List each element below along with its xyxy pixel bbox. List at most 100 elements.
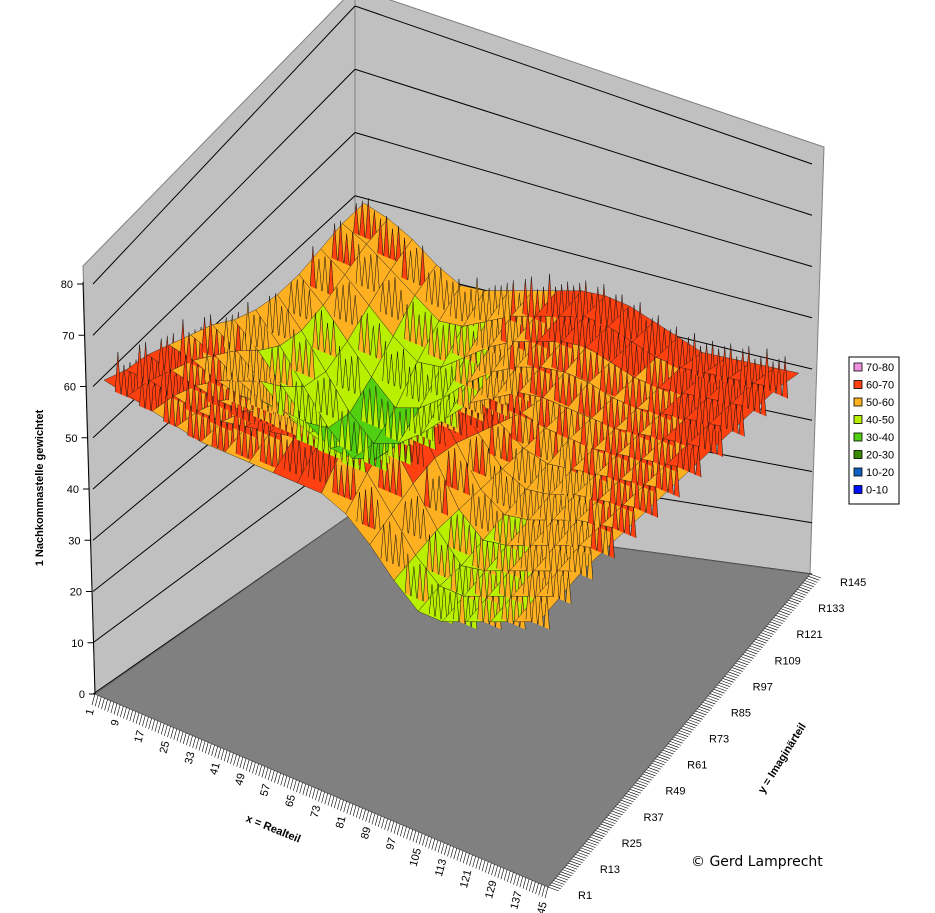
- y-tick-label: R133: [818, 603, 844, 615]
- y-tick-mark: [737, 660, 749, 666]
- surface-spike: [605, 363, 612, 396]
- x-tick-mark: [384, 818, 388, 830]
- y-tick-mark: [624, 795, 636, 800]
- surface-spike: [179, 319, 186, 362]
- surface-spike: [625, 307, 632, 340]
- y-axis-title: y = Imaginärteil: [756, 721, 809, 796]
- x-tick-mark: [406, 827, 410, 840]
- x-tick-mark: [280, 774, 285, 786]
- wall-gridline-left: [92, 132, 356, 387]
- y-tick-mark: [722, 678, 734, 683]
- surface-spike: [293, 381, 300, 419]
- x-tick-mark: [101, 697, 105, 710]
- surface-spike: [424, 465, 430, 508]
- legend-swatch: [853, 432, 863, 442]
- surface-spike: [324, 322, 331, 355]
- wall-gridline-left: [92, 68, 356, 336]
- surface-spike: [406, 366, 413, 399]
- y-tick-mark: [691, 715, 703, 720]
- x-tick-mark: [157, 722, 162, 734]
- surface-spike: [398, 290, 404, 323]
- x-tick-mark: [173, 728, 178, 740]
- surface-spike: [386, 521, 393, 564]
- x-tick-mark: [164, 724, 168, 736]
- x-tick-label: 129: [483, 879, 499, 900]
- surface-spike: [367, 254, 374, 292]
- surface-spike: [576, 282, 583, 321]
- x-tick-mark: [261, 766, 266, 778]
- x-tick-mark: [532, 881, 536, 893]
- y-tick-label: R61: [687, 760, 707, 772]
- surface-spike: [475, 496, 482, 529]
- y-tick-mark: [657, 756, 669, 761]
- y-tick-mark: [631, 786, 643, 792]
- x-tick-mark: [283, 775, 288, 787]
- x-tick-label: 33: [183, 751, 198, 766]
- surface-spike: [334, 287, 341, 320]
- surface-spike: [192, 329, 198, 367]
- surface-spike: [320, 377, 327, 415]
- x-tick-mark: [236, 755, 240, 767]
- x-tick-mark: [154, 720, 159, 732]
- x-tick-mark: [110, 701, 115, 714]
- y-tick-mark: [738, 658, 751, 664]
- surface-spike: [302, 339, 309, 377]
- y-tick-mark: [735, 662, 747, 668]
- legend-label: 30-40: [866, 432, 894, 444]
- y-tick-mark: [728, 671, 740, 677]
- x-tick-mark: [94, 695, 99, 707]
- x-tick-mark: [179, 731, 184, 743]
- x-tick-label: 145: [534, 901, 550, 913]
- surface-spike: [309, 246, 316, 289]
- surface-spike: [360, 390, 367, 423]
- surface-spike: [776, 358, 783, 396]
- y-tick-mark: [686, 721, 698, 727]
- surface-spike: [315, 259, 322, 292]
- y-tick-mark: [604, 819, 616, 824]
- y-tick-mark: [749, 645, 762, 651]
- x-tick-mark: [189, 735, 193, 747]
- data-surface: [103, 198, 800, 630]
- legend-label: 60-70: [866, 380, 894, 392]
- x-tick-label: 25: [158, 740, 173, 755]
- surface-spike: [498, 285, 505, 318]
- surface-spike: [438, 544, 445, 577]
- y-tick-mark: [617, 804, 629, 809]
- surface-spike: [522, 279, 529, 317]
- surface-spike: [378, 398, 385, 431]
- surface-spike: [170, 333, 177, 376]
- x-tick-mark: [305, 785, 310, 797]
- surface-spike: [348, 356, 355, 394]
- x-tick-mark: [434, 840, 439, 852]
- x-tick-mark: [418, 833, 423, 845]
- x-tick-mark: [249, 760, 253, 773]
- y-tick-mark: [724, 675, 736, 681]
- y-tick-mark: [573, 856, 585, 861]
- surface-spike: [416, 563, 423, 602]
- y-tick-mark: [555, 878, 567, 883]
- y-tick-mark: [587, 838, 600, 844]
- legend: 70-80 60-70 50-60 40-50 30-40 20-30 10-20 0-10: [848, 356, 900, 505]
- surface-spike: [770, 361, 776, 394]
- y-tick-mark: [718, 682, 731, 687]
- x-tick-mark: [327, 794, 332, 806]
- surface-spike: [763, 348, 770, 391]
- x-tick-mark: [359, 807, 363, 820]
- y-tick-mark: [746, 649, 758, 655]
- surface-spike: [158, 338, 165, 371]
- surface-spike: [528, 276, 535, 319]
- y-tick-mark: [606, 817, 618, 822]
- y-tick-mark: [748, 647, 760, 653]
- y-tick-mark: [809, 573, 822, 579]
- y-tick-mark: [798, 586, 811, 592]
- surface-spike: [691, 333, 698, 376]
- x-tick-mark: [478, 858, 483, 870]
- legend-swatch: [853, 362, 863, 372]
- surface-spike: [419, 245, 426, 288]
- surface-spike: [377, 218, 384, 256]
- x-tick-mark: [544, 886, 549, 899]
- surface-spike: [127, 362, 133, 400]
- x-tick-mark: [510, 872, 514, 884]
- surface-spike: [745, 346, 752, 389]
- surface-spike: [366, 388, 373, 426]
